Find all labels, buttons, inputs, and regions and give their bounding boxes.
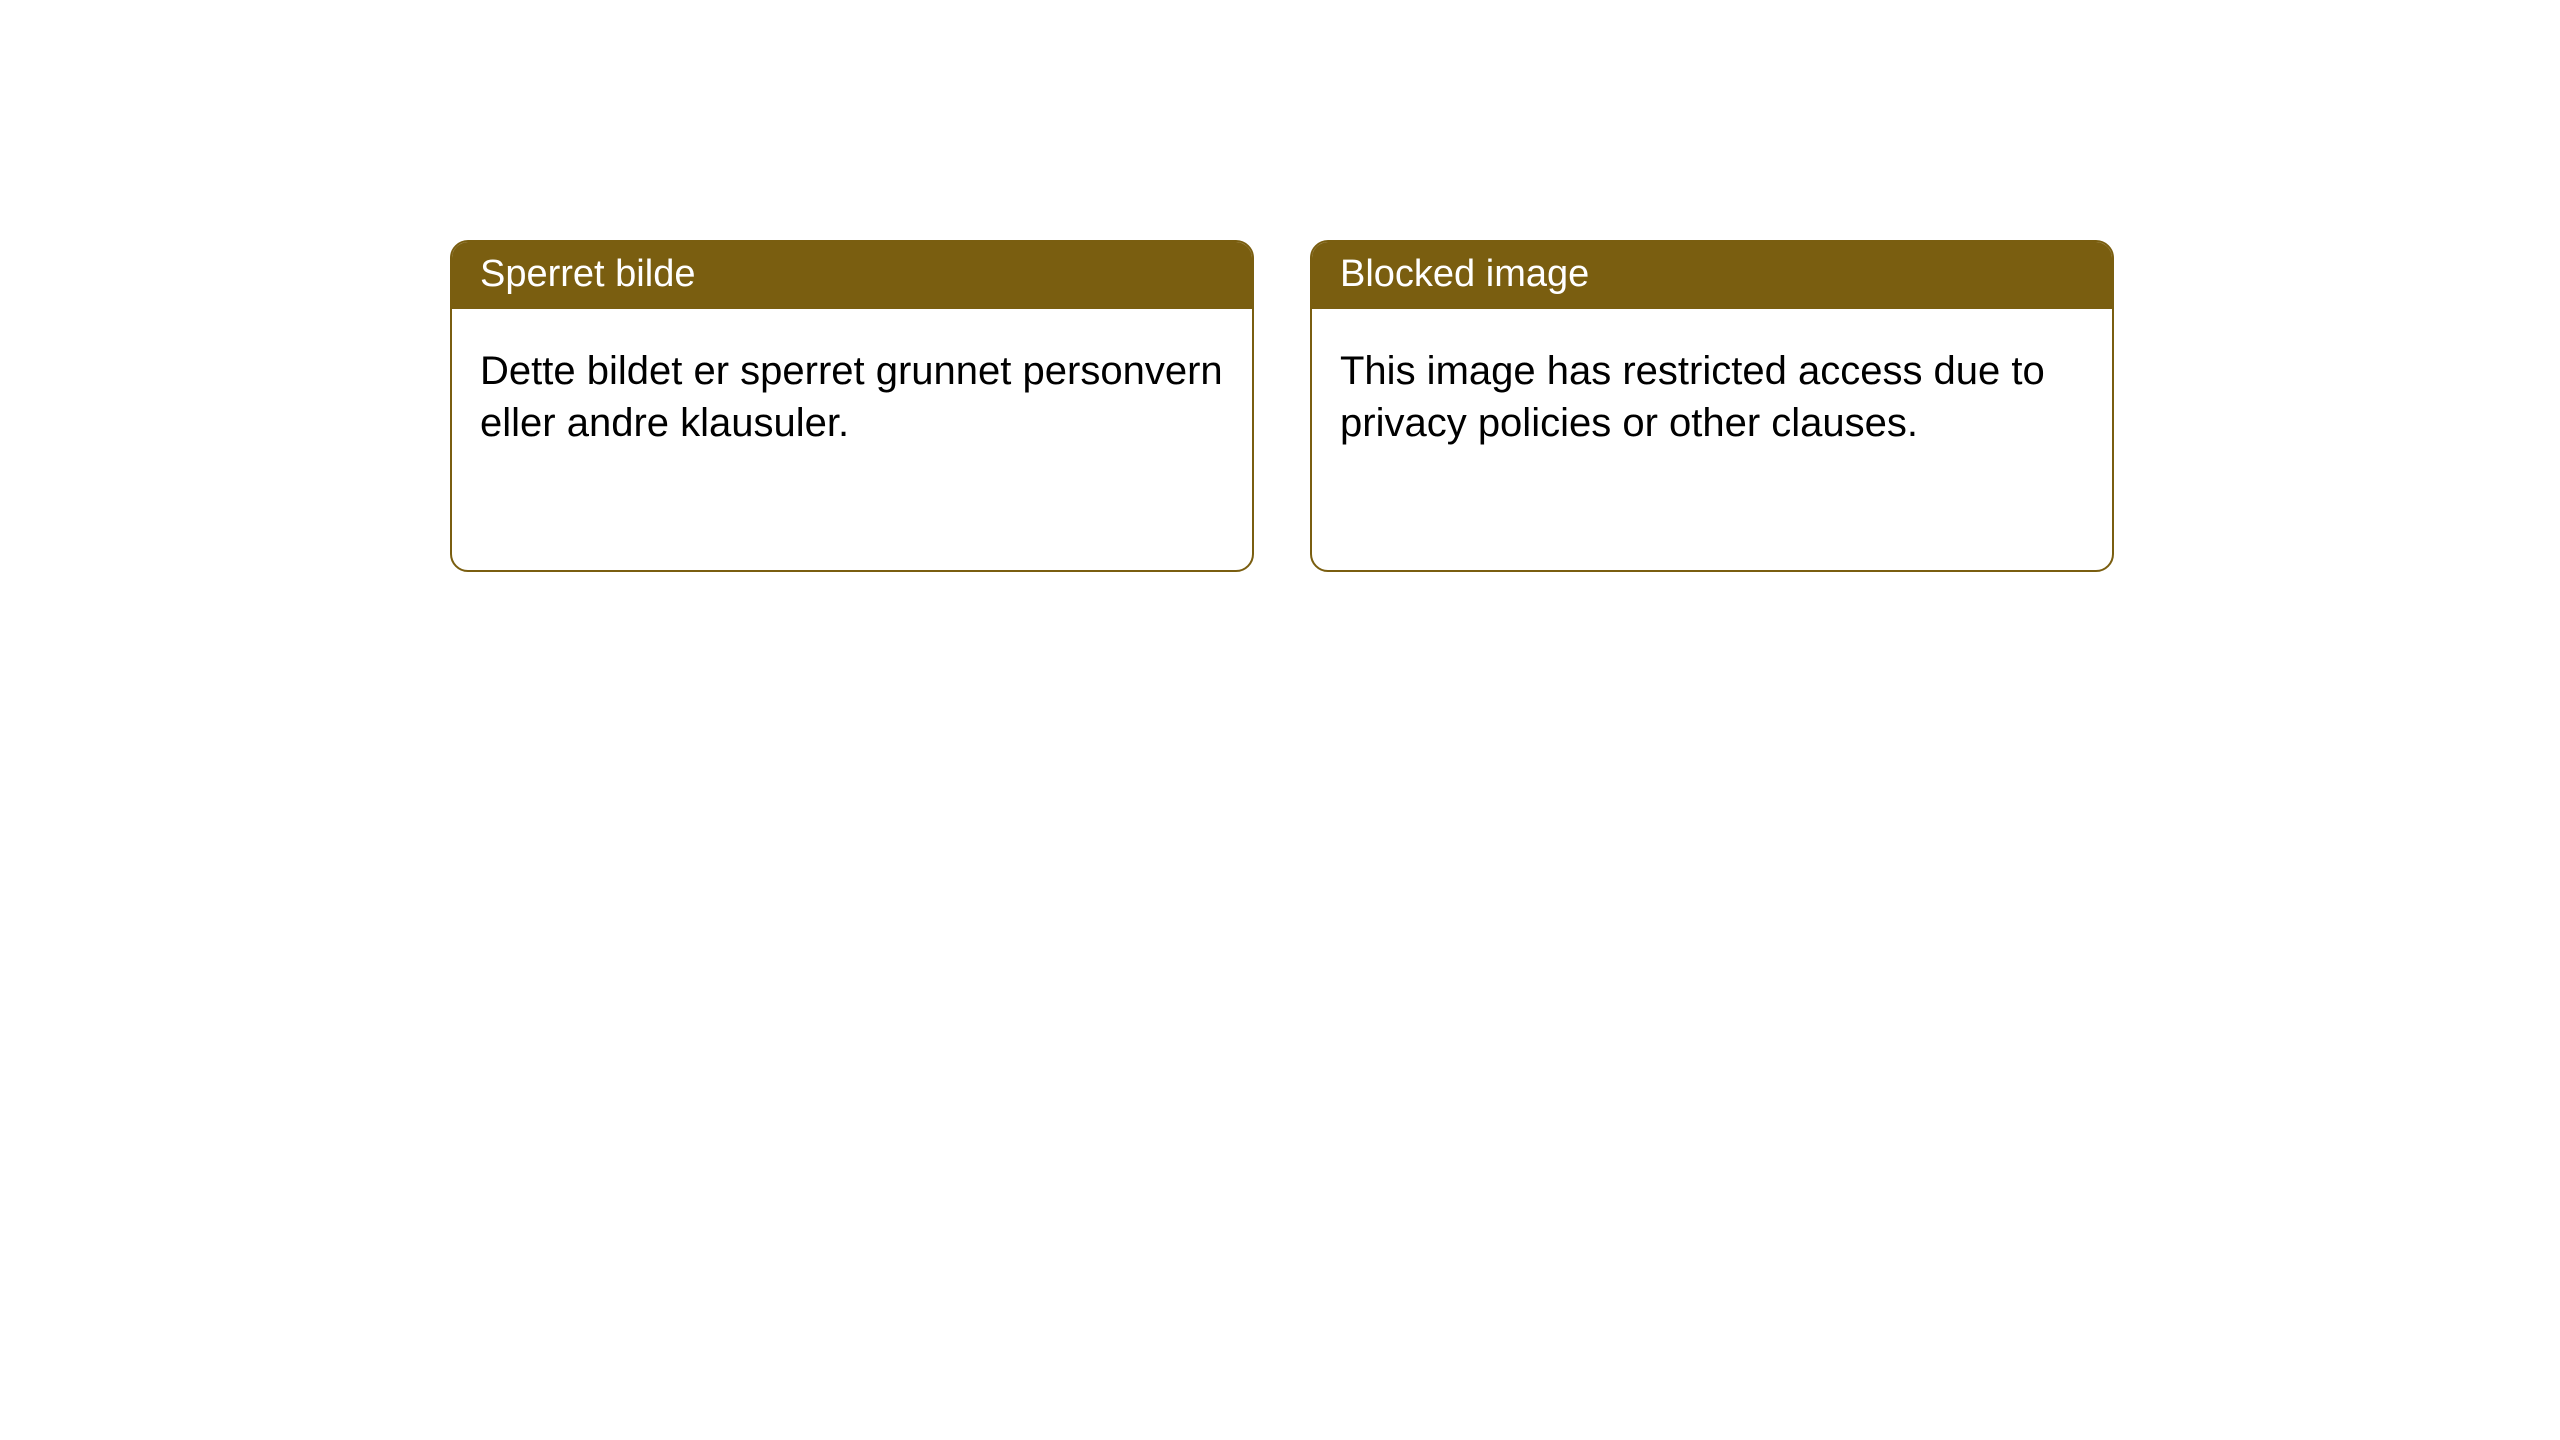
notice-title: Sperret bilde [480, 253, 695, 295]
notice-body: Dette bildet er sperret grunnet personve… [452, 309, 1252, 485]
notice-body: This image has restricted access due to … [1312, 309, 2112, 485]
notice-container: Sperret bilde Dette bildet er sperret gr… [0, 0, 2560, 572]
notice-header: Blocked image [1312, 242, 2112, 309]
notice-header: Sperret bilde [452, 242, 1252, 309]
notice-body-text: This image has restricted access due to … [1340, 349, 2045, 445]
notice-title: Blocked image [1340, 253, 1589, 295]
notice-card-norwegian: Sperret bilde Dette bildet er sperret gr… [450, 240, 1254, 572]
notice-card-english: Blocked image This image has restricted … [1310, 240, 2114, 572]
notice-body-text: Dette bildet er sperret grunnet personve… [480, 349, 1223, 445]
